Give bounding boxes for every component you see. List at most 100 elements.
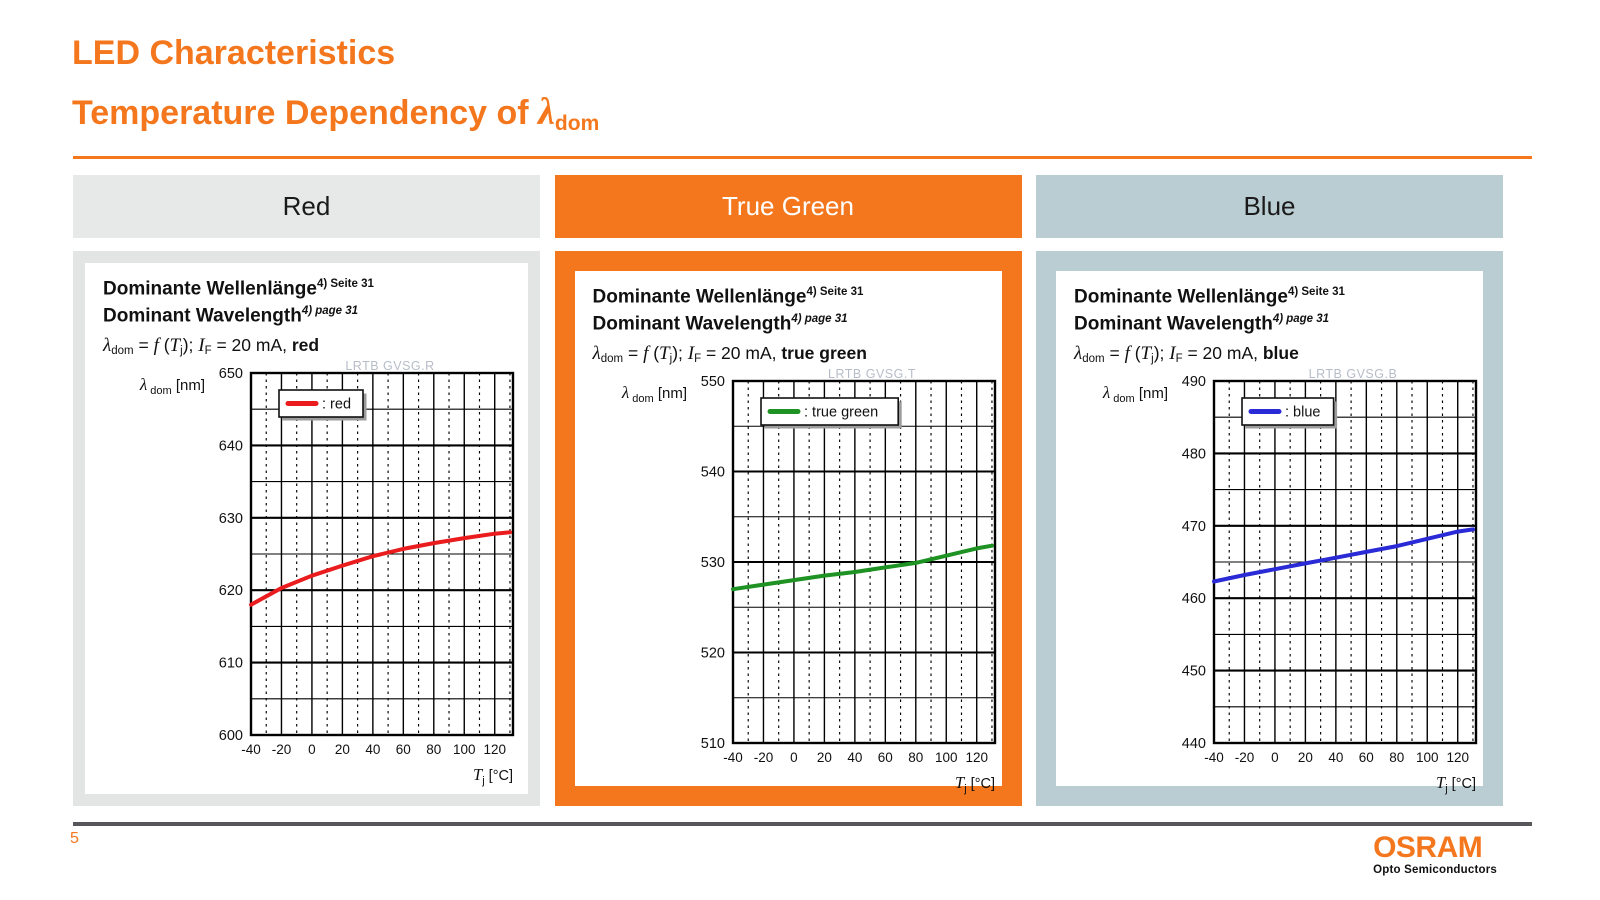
- svg-text:-40: -40: [241, 742, 261, 757]
- header-blue: Blue: [1036, 175, 1503, 238]
- svg-text:40: 40: [1328, 750, 1343, 765]
- blue-wavelength-chart: LRTB GVSG.B 440 450 460 470 480 490 -40 -20 0 20 40…: [1056, 369, 1483, 801]
- svg-text:60: 60: [396, 742, 411, 757]
- svg-text:80: 80: [908, 750, 923, 765]
- svg-text:510: 510: [700, 736, 724, 752]
- panel-true-green: Dominante Wellenlänge4) Seite 31 Dominan…: [554, 251, 1022, 806]
- svg-text:LRTB GVSG.B: LRTB GVSG.B: [1309, 369, 1398, 381]
- svg-text:100: 100: [1416, 750, 1439, 765]
- footnote-ref: 4) page 31: [791, 313, 848, 326]
- footnote-ref: 4) page 31: [301, 305, 359, 318]
- panel-red-content: Dominante Wellenlänge4) Seite 31 Dominan…: [85, 263, 528, 794]
- lambda-subscript: dom: [554, 112, 600, 135]
- svg-text:120: 120: [1446, 750, 1469, 765]
- color-word: blue: [1262, 342, 1299, 363]
- true-green-wavelength-chart: LRTB GVSG.T 510 520 530 540 550 -40 -20 0 20 40 60 8…: [575, 369, 1002, 801]
- svg-text:490: 490: [1182, 374, 1206, 390]
- svg-text:-20: -20: [272, 742, 292, 757]
- page-number: 5: [70, 830, 79, 847]
- svg-text:: blue: : blue: [1285, 404, 1320, 420]
- svg-text:610: 610: [219, 655, 243, 671]
- subtitle-text: Temperature Dependency of: [72, 94, 539, 132]
- svg-text:40: 40: [365, 742, 380, 757]
- svg-text:Tj [°C]: Tj [°C]: [1436, 773, 1476, 795]
- svg-text:80: 80: [1389, 750, 1404, 765]
- svg-text:550: 550: [700, 374, 724, 390]
- footnote-ref: 4) Seite 31: [316, 278, 374, 290]
- svg-text:100: 100: [934, 750, 957, 765]
- svg-text:520: 520: [700, 645, 724, 661]
- svg-text:530: 530: [700, 555, 724, 571]
- svg-text:60: 60: [877, 750, 892, 765]
- svg-text:-20: -20: [1235, 750, 1255, 765]
- column-headers: Red True Green Blue: [73, 175, 1532, 238]
- svg-text:120: 120: [483, 742, 506, 757]
- svg-text:480: 480: [1182, 446, 1206, 462]
- svg-text:LRTB GVSG.R: LRTB GVSG.R: [345, 361, 434, 373]
- condition-formula: λdom = f (Tj); IF = 20 mA, red: [103, 334, 320, 357]
- svg-text:640: 640: [219, 438, 243, 454]
- osram-logo: OSRAM Opto Semiconductors: [1373, 831, 1497, 877]
- svg-text:60: 60: [1359, 750, 1374, 765]
- svg-text:540: 540: [700, 464, 724, 480]
- svg-text:Tj [°C]: Tj [°C]: [473, 765, 513, 787]
- chart-canvas: LRTB GVSG.T 510 520 530 540 550 -40 -20 0 20 40 60 8…: [620, 369, 996, 795]
- heading-english: Dominant Wavelength4) page 31: [592, 313, 848, 335]
- svg-text:20: 20: [816, 750, 831, 765]
- svg-text:440: 440: [1182, 736, 1206, 752]
- svg-text:80: 80: [426, 742, 441, 757]
- svg-text:λ dom [nm]: λ dom [nm]: [139, 375, 205, 397]
- footnote-ref: 4) Seite 31: [1287, 286, 1345, 298]
- osram-logo-subtitle: Opto Semiconductors: [1373, 864, 1497, 876]
- heading-german: Dominante Wellenlänge4) Seite 31: [592, 286, 864, 308]
- osram-wordmark: OSRAM: [1373, 831, 1483, 864]
- condition-formula: λdom = f (Tj); IF = 20 mA, blue: [1074, 342, 1299, 365]
- heading-german: Dominante Wellenlänge4) Seite 31: [103, 278, 374, 300]
- footer-divider: [73, 822, 1532, 826]
- panel-blue-headings: Dominante Wellenlänge4) Seite 31 Dominan…: [1056, 271, 1483, 369]
- svg-text:620: 620: [219, 583, 243, 599]
- header-red: Red: [73, 175, 540, 238]
- footnote-ref: 4) page 31: [1272, 313, 1330, 326]
- svg-text:40: 40: [847, 750, 862, 765]
- svg-text:20: 20: [1298, 750, 1313, 765]
- chart-canvas: LRTB GVSG.B 440 450 460 470 480 490 -40 -20 0 20 40…: [1102, 369, 1478, 795]
- condition-formula: λdom = f (Tj); IF = 20 mA, true green: [592, 342, 867, 365]
- panel-red: Dominante Wellenlänge4) Seite 31 Dominan…: [73, 251, 540, 806]
- svg-text:460: 460: [1182, 591, 1206, 607]
- svg-text:100: 100: [453, 742, 476, 757]
- svg-text:650: 650: [219, 366, 243, 382]
- svg-text:: true green: : true green: [804, 404, 878, 420]
- heading-english: Dominant Wavelength4) page 31: [1074, 313, 1330, 335]
- panel-true-green-content: Dominante Wellenlänge4) Seite 31 Dominan…: [574, 271, 1002, 795]
- panel-true-green-headings: Dominante Wellenlänge4) Seite 31 Dominan…: [575, 271, 1002, 369]
- svg-text:600: 600: [219, 728, 243, 744]
- title-divider: [73, 156, 1532, 159]
- svg-text:630: 630: [219, 510, 243, 526]
- svg-text:-40: -40: [1204, 750, 1224, 765]
- panel-row: Dominante Wellenlänge4) Seite 31 Dominan…: [73, 251, 1532, 806]
- footnote-ref: 4) Seite 31: [806, 286, 864, 298]
- svg-text:0: 0: [308, 742, 316, 757]
- title-block: LED Characteristics Temperature Dependen…: [72, 36, 599, 135]
- svg-text:: red: : red: [322, 396, 351, 412]
- color-word: true green: [781, 342, 867, 363]
- panel-blue-content: Dominante Wellenlänge4) Seite 31 Dominan…: [1056, 271, 1483, 795]
- svg-text:-20: -20: [753, 750, 773, 765]
- svg-text:0: 0: [1271, 750, 1279, 765]
- svg-text:0: 0: [790, 750, 798, 765]
- svg-text:20: 20: [335, 742, 350, 757]
- svg-text:-40: -40: [723, 750, 743, 765]
- page-title: LED Characteristics: [72, 34, 396, 72]
- red-wavelength-chart: LRTB GVSG.R 600 610 620 630 640 650 -40 -20 0 20 40…: [85, 361, 528, 794]
- svg-text:120: 120: [965, 750, 988, 765]
- svg-text:470: 470: [1182, 518, 1206, 534]
- svg-text:LRTB GVSG.T: LRTB GVSG.T: [828, 369, 916, 381]
- header-true-green: True Green: [554, 175, 1022, 238]
- heading-german: Dominante Wellenlänge4) Seite 31: [1074, 286, 1345, 308]
- svg-text:450: 450: [1182, 663, 1206, 679]
- panel-blue: Dominante Wellenlänge4) Seite 31 Dominan…: [1036, 251, 1503, 806]
- panel-red-headings: Dominante Wellenlänge4) Seite 31 Dominan…: [85, 263, 528, 361]
- heading-english: Dominant Wavelength4) page 31: [103, 305, 359, 327]
